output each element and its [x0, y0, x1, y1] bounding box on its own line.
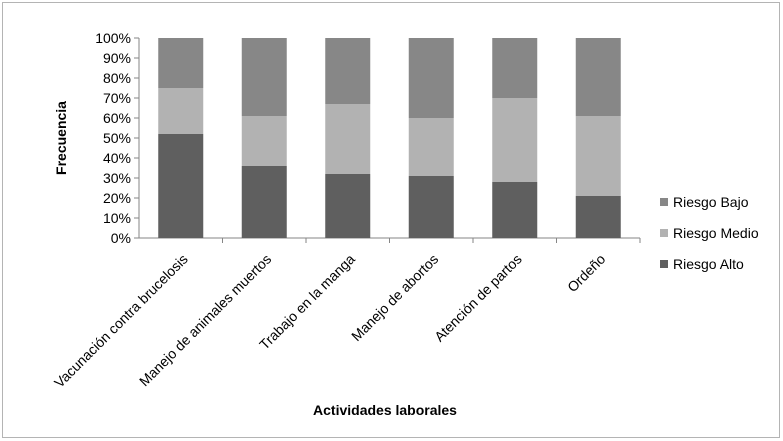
y-tick-label: 30% [103, 170, 131, 186]
x-category-label: Manejo de abortos [348, 251, 441, 344]
bar-segment-riesgo-bajo [492, 38, 538, 98]
x-category-label: Atención de partos [431, 251, 525, 345]
x-category-label: Trabajo en la manga [256, 251, 358, 353]
legend-swatch [660, 198, 668, 206]
bar-segment-riesgo-bajo [575, 38, 621, 116]
legend: Riesgo Bajo Riesgo Medio Riesgo Alto [660, 194, 759, 272]
bar-segment-riesgo-alto [575, 196, 621, 238]
x-category-label: Manejo de animales muertos [136, 251, 274, 389]
y-tick-label: 60% [103, 110, 131, 126]
x-category-label: Vacunación contra brucelosis [51, 251, 191, 391]
bar-segment-riesgo-medio [575, 116, 621, 196]
bar-segment-riesgo-alto [158, 134, 204, 238]
y-tick-label: 100% [95, 30, 131, 46]
bar-segment-riesgo-medio [492, 98, 538, 182]
legend-swatch [660, 229, 668, 237]
bar-segment-riesgo-alto [492, 182, 538, 238]
bar-segment-riesgo-bajo [325, 38, 371, 104]
y-axis-ticks: 0% 10% 20% 30% 40% 50% 60% 70% 80% 90% 100% [95, 30, 139, 246]
y-tick-label: 40% [103, 150, 131, 166]
bar-segment-riesgo-alto [241, 166, 287, 238]
bar-segment-riesgo-medio [408, 118, 454, 176]
legend-label: Riesgo Bajo [673, 194, 749, 210]
bar-segment-riesgo-bajo [241, 38, 287, 116]
bar-segment-riesgo-medio [325, 104, 371, 174]
legend-label: Riesgo Alto [673, 256, 744, 272]
bars-group [158, 38, 641, 243]
y-axis-title: Frecuencia [53, 101, 69, 175]
y-tick-label: 50% [103, 130, 131, 146]
bar-segment-riesgo-bajo [408, 38, 454, 118]
y-tick-label: 80% [103, 70, 131, 86]
y-tick-label: 90% [103, 50, 131, 66]
legend-swatch [660, 260, 668, 268]
y-tick-label: 70% [103, 90, 131, 106]
bar-segment-riesgo-alto [408, 176, 454, 238]
bar-segment-riesgo-medio [158, 88, 204, 134]
x-category-label: Ordeño [564, 251, 608, 295]
x-axis-title: Actividades laborales [313, 402, 457, 418]
bar-segment-riesgo-alto [325, 174, 371, 238]
bar-segment-riesgo-bajo [158, 38, 204, 88]
y-tick-label: 0% [111, 230, 131, 246]
bar-segment-riesgo-medio [241, 116, 287, 166]
legend-label: Riesgo Medio [673, 225, 759, 241]
y-tick-label: 10% [103, 210, 131, 226]
y-tick-label: 20% [103, 190, 131, 206]
